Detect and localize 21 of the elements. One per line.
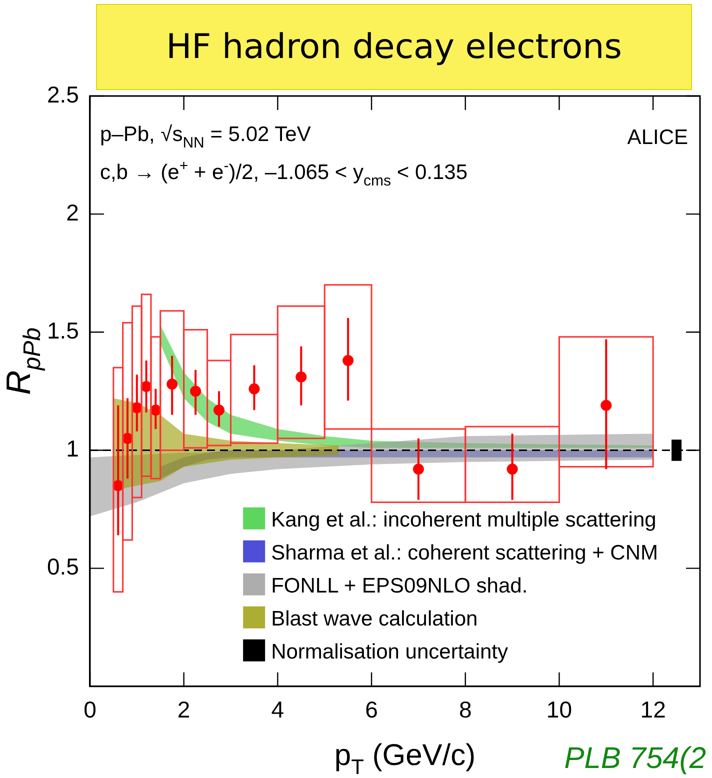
legend-label: Sharma et al.: coherent scattering + CNM [271,541,658,564]
y-tick-label: 1.5 [46,318,79,344]
x-tick-label: 8 [458,696,472,723]
x-tick-label: 6 [365,696,378,723]
text: PLB 754(2 [564,742,706,775]
legend-label: FONLL + EPS09NLO shad. [271,574,528,598]
legend-label: Kang et al.: incoherent multiple scattering [271,508,656,532]
y-tick-label: 1 [66,436,79,462]
x-tick-label: 0 [84,696,96,723]
annotation: ALICE [627,126,688,149]
x-tick-label: 10 [546,696,572,723]
y-tick-label: 0.5 [46,554,79,580]
legend-label: Normalisation uncertainty [271,640,509,664]
legend-label: Blast wave calculation [271,607,478,630]
y-axis-title: RpPb [0,328,46,395]
x-tick-label: 4 [271,696,284,723]
y-tick-label: 2 [66,199,79,226]
chart-title: HF hadron decay electrons [96,4,692,90]
x-tick-label: 12 [640,696,666,723]
x-tick-label: 2 [177,696,190,723]
y-tick-label: 2.5 [46,81,79,108]
